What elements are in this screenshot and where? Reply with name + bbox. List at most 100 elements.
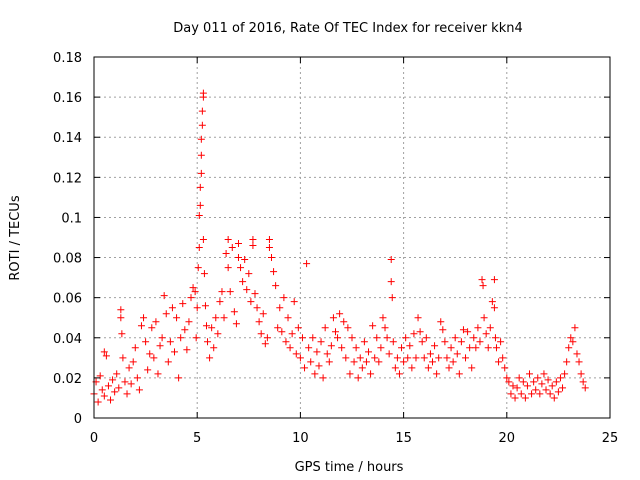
data-point: [234, 240, 242, 248]
data-point: [280, 294, 288, 302]
data-point: [210, 344, 218, 352]
data-point: [437, 318, 445, 326]
data-point: [200, 270, 208, 278]
data-point: [193, 304, 201, 312]
data-point: [550, 394, 558, 402]
data-point: [286, 344, 294, 352]
data-point: [181, 326, 189, 334]
data-point: [375, 358, 383, 366]
data-point: [577, 370, 585, 378]
data-point: [362, 358, 370, 366]
data-point: [420, 354, 428, 362]
data-point: [239, 278, 247, 286]
data-point: [177, 334, 185, 342]
data-point: [98, 386, 106, 394]
data-point: [501, 364, 509, 372]
data-point: [358, 364, 366, 372]
data-point: [311, 370, 319, 378]
data-point: [410, 330, 418, 338]
data-point: [342, 354, 350, 362]
data-point: [146, 350, 154, 358]
data-point: [468, 364, 476, 372]
x-axis-label: GPS time / hours: [295, 460, 404, 475]
data-point: [196, 201, 204, 209]
data-point: [542, 386, 550, 394]
data-point: [344, 324, 352, 332]
data-point: [199, 236, 207, 244]
data-points: [90, 89, 589, 406]
data-point: [336, 310, 344, 318]
data-point: [354, 374, 362, 382]
data-point: [148, 324, 156, 332]
data-point: [404, 354, 412, 362]
data-point: [164, 358, 172, 366]
data-point: [387, 256, 395, 264]
data-point: [526, 370, 534, 378]
x-tick-label: 10: [292, 431, 309, 446]
data-point: [284, 314, 292, 322]
y-tick-label: 0.12: [53, 171, 82, 186]
y-tick-label: 0.1: [61, 211, 82, 226]
data-point: [480, 314, 488, 322]
data-point: [109, 376, 117, 384]
data-point: [486, 324, 494, 332]
data-point: [183, 346, 191, 354]
data-point: [117, 314, 125, 322]
data-point: [296, 354, 304, 362]
data-point: [102, 352, 110, 360]
data-point: [288, 330, 296, 338]
data-point: [206, 354, 214, 362]
data-point: [517, 390, 525, 398]
data-point: [137, 322, 145, 330]
data-point: [503, 374, 511, 382]
data-point: [484, 344, 492, 352]
data-point: [222, 250, 230, 258]
data-point: [303, 260, 311, 268]
data-point: [495, 358, 503, 366]
x-tick-label: 0: [90, 431, 98, 446]
data-point: [123, 390, 131, 398]
data-point: [540, 370, 548, 378]
data-point: [371, 354, 379, 362]
data-point: [464, 328, 472, 336]
data-point: [391, 364, 399, 372]
data-point: [179, 300, 187, 308]
data-point: [319, 374, 327, 382]
data-point: [160, 292, 168, 300]
data-point: [199, 89, 207, 97]
data-point: [247, 298, 255, 306]
data-point: [321, 324, 329, 332]
data-point: [554, 388, 562, 396]
data-point: [414, 314, 422, 322]
data-point: [544, 376, 552, 384]
data-point: [257, 330, 265, 338]
data-point: [201, 302, 209, 310]
data-point: [111, 388, 119, 396]
data-point: [212, 314, 220, 322]
data-point: [232, 320, 240, 328]
data-point: [154, 370, 162, 378]
data-point: [119, 354, 127, 362]
data-point: [334, 334, 342, 342]
data-point: [187, 294, 195, 302]
data-point: [135, 386, 143, 394]
data-point: [142, 338, 150, 346]
data-point: [189, 284, 197, 292]
data-point: [561, 370, 569, 378]
data-point: [194, 264, 202, 272]
data-point: [294, 324, 302, 332]
data-point: [96, 372, 104, 380]
data-point: [552, 378, 560, 386]
data-point: [261, 340, 269, 348]
data-point: [426, 350, 434, 358]
data-point: [195, 244, 203, 252]
data-point: [509, 382, 517, 390]
data-point: [488, 298, 496, 306]
data-point: [224, 236, 232, 244]
data-point: [455, 370, 463, 378]
data-point: [563, 358, 571, 366]
data-point: [115, 384, 123, 392]
data-point: [532, 386, 540, 394]
data-point: [472, 344, 480, 352]
data-point: [152, 318, 160, 326]
